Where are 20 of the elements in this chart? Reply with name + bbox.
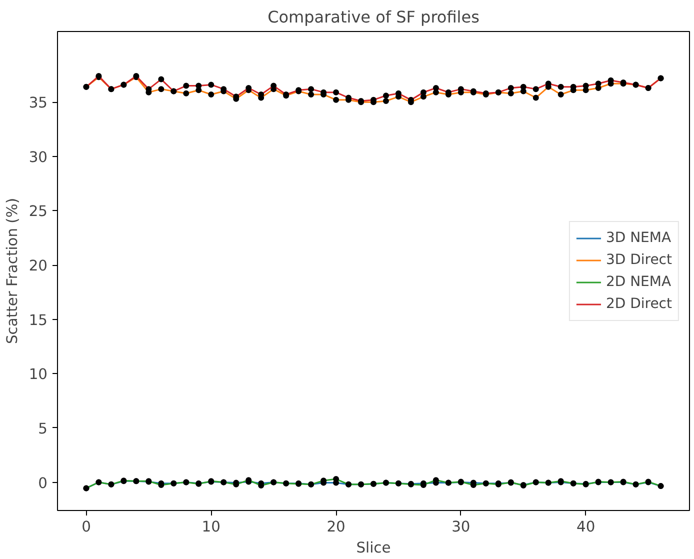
y-tick-label: 30 (28, 148, 48, 166)
y-tick-label: 15 (28, 312, 48, 329)
x-tick-label: 10 (202, 518, 220, 536)
y-tick-label: 10 (28, 366, 48, 384)
x-tick-label: 30 (452, 518, 470, 536)
y-tick-label: 25 (28, 203, 48, 220)
legend-label: 2D NEMA (606, 274, 672, 290)
x-axis-title: Slice (356, 540, 391, 556)
x-tick-label: 0 (82, 518, 91, 536)
y-axis-title: Scatter Fraction (%) (4, 198, 21, 344)
x-tick-label: 20 (326, 518, 346, 536)
y-tick-label: 5 (38, 420, 48, 438)
chart-title: Comparative of SF profiles (268, 8, 480, 26)
y-tick-label: 20 (28, 258, 48, 275)
x-tick-label: 40 (576, 518, 596, 536)
y-tick-label: 0 (38, 474, 48, 492)
legend-label: 3D NEMA (606, 230, 672, 246)
y-tick-label: 35 (28, 94, 48, 112)
legend-label: 3D Direct (606, 252, 672, 268)
legend-label: 2D Direct (606, 296, 672, 312)
